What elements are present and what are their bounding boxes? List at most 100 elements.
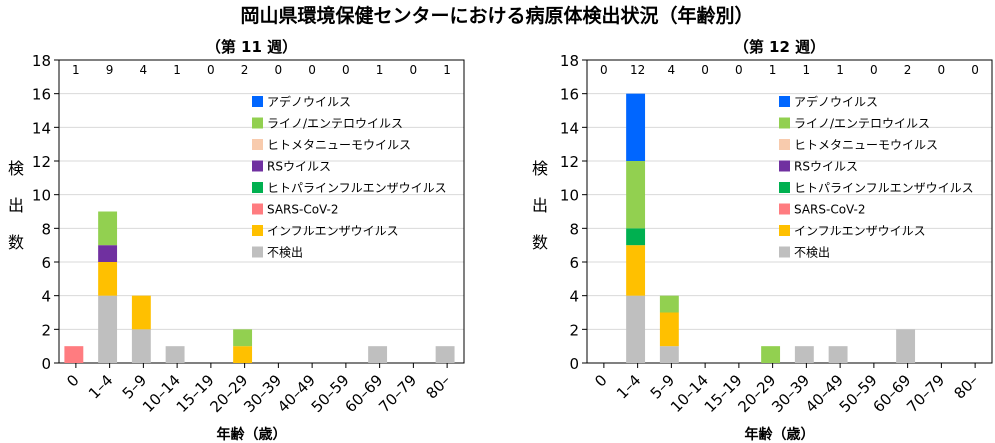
y-tick-label: 0	[41, 355, 51, 373]
total-count-label: 1	[836, 63, 844, 77]
y-tick-label: 8	[569, 220, 579, 238]
total-count-label: 0	[971, 63, 979, 77]
total-count-label: 0	[600, 63, 608, 77]
total-count-label: 0	[207, 63, 215, 77]
bar-segment	[626, 245, 646, 296]
total-count-label: 4	[668, 63, 676, 77]
x-tick-label: 50–59	[308, 371, 353, 416]
x-tick-label: 20–29	[734, 371, 779, 416]
legend-swatch	[252, 225, 263, 236]
x-tick-label: 80–	[950, 371, 982, 403]
legend-label: インフルエンザウイルス	[794, 224, 926, 238]
bar-segment	[626, 228, 646, 246]
bar-segment	[165, 346, 185, 363]
legend-swatch	[779, 182, 790, 193]
legend-label: 不検出	[267, 246, 303, 260]
total-count-label: 0	[342, 63, 350, 77]
y-tick-label: 2	[41, 321, 51, 339]
x-tick-label: 20–29	[206, 371, 251, 416]
bar-segment	[233, 329, 253, 347]
y-tick-label: 8	[41, 220, 51, 238]
legend-label: ライノ/エンテロウイルス	[794, 117, 930, 131]
bar-segment	[131, 329, 151, 363]
bar-segment	[761, 346, 781, 363]
bar-segment	[828, 346, 848, 363]
bar-segment	[659, 295, 679, 313]
y-tick-label: 6	[41, 254, 51, 272]
bar-segment	[896, 329, 916, 363]
total-count-label: 0	[870, 63, 878, 77]
bar-segment	[64, 346, 84, 363]
plot-area-border	[586, 59, 993, 364]
bar-segment	[98, 211, 118, 246]
total-count-label: 2	[904, 63, 912, 77]
y-tick-label: 16	[560, 86, 579, 104]
legend-label: アデノウイルス	[267, 94, 351, 109]
legend-swatch	[252, 96, 263, 107]
x-tick-label: 60–69	[341, 371, 386, 416]
bar-segment	[435, 346, 455, 363]
total-count-label: 4	[140, 63, 148, 77]
y-tick-label: 0	[569, 355, 579, 373]
x-tick-label: 10–14	[667, 371, 712, 416]
y-tick-label: 14	[560, 119, 579, 137]
legend-label: SARS-CoV-2	[267, 203, 339, 217]
x-tick-label: 60–69	[869, 371, 914, 416]
y-tick-label: 4	[41, 288, 51, 306]
x-tick-label: 1–4	[85, 371, 117, 403]
figure-title: 岡山県環境保健センターにおける病原体検出状況（年齢別）	[240, 4, 753, 27]
y-axis-label: 検出数	[529, 160, 548, 271]
x-tick-label: 70–79	[375, 371, 420, 416]
y-tick-label: 10	[32, 187, 51, 205]
legend-swatch	[779, 203, 790, 215]
legend-swatch	[252, 139, 263, 150]
total-count-label: 1	[376, 63, 384, 77]
total-count-label: 0	[701, 63, 709, 77]
bar-segment	[368, 346, 388, 363]
legend-label: ヒトパラインフルエンザウイルス	[794, 181, 974, 195]
chart-subtitle: （第 12 週）	[734, 38, 825, 56]
legend-label: RSウイルス	[267, 160, 331, 174]
legend-swatch	[252, 182, 263, 193]
legend-swatch	[252, 203, 263, 215]
bar-segment	[233, 346, 253, 363]
y-tick-label: 10	[560, 187, 579, 205]
y-tick-label: 12	[32, 153, 51, 171]
x-tick-label: 40–49	[274, 371, 319, 416]
bar-segment	[659, 346, 679, 363]
bar-segment	[98, 295, 118, 363]
y-tick-label: 14	[32, 119, 51, 137]
total-count-label: 1	[769, 63, 777, 77]
bar-segment	[626, 93, 646, 161]
legend-swatch	[779, 246, 790, 258]
y-tick-label: 16	[32, 86, 51, 104]
legend-label: ライノ/エンテロウイルス	[267, 117, 403, 131]
x-tick-label: 70–79	[903, 371, 948, 416]
y-tick-label: 18	[560, 52, 579, 70]
total-count-label: 2	[241, 63, 249, 77]
y-tick-label: 12	[560, 153, 579, 171]
bar-segment	[98, 262, 118, 296]
y-tick-label: 18	[32, 52, 51, 70]
bar-segment	[626, 161, 646, 229]
total-count-label: 0	[735, 63, 743, 77]
legend-label: インフルエンザウイルス	[267, 224, 399, 238]
total-count-label: 0	[275, 63, 283, 77]
y-tick-label: 6	[569, 254, 579, 272]
total-count-label: 0	[938, 63, 946, 77]
chart-subtitle: （第 11 週）	[206, 38, 297, 56]
x-tick-label: 30–39	[768, 371, 813, 416]
x-tick-label: 50–59	[836, 371, 881, 416]
plot-area-border	[58, 59, 465, 364]
x-tick-label: 30–39	[240, 371, 285, 416]
legend-swatch	[779, 96, 790, 107]
bar-segment	[794, 346, 814, 363]
legend-swatch	[252, 246, 263, 258]
x-tick-label: 0	[63, 371, 82, 390]
total-count-label: 12	[630, 63, 645, 77]
y-axis-label: 検出数	[5, 160, 24, 271]
legend-label: RSウイルス	[794, 160, 858, 174]
legend-swatch	[779, 139, 790, 150]
